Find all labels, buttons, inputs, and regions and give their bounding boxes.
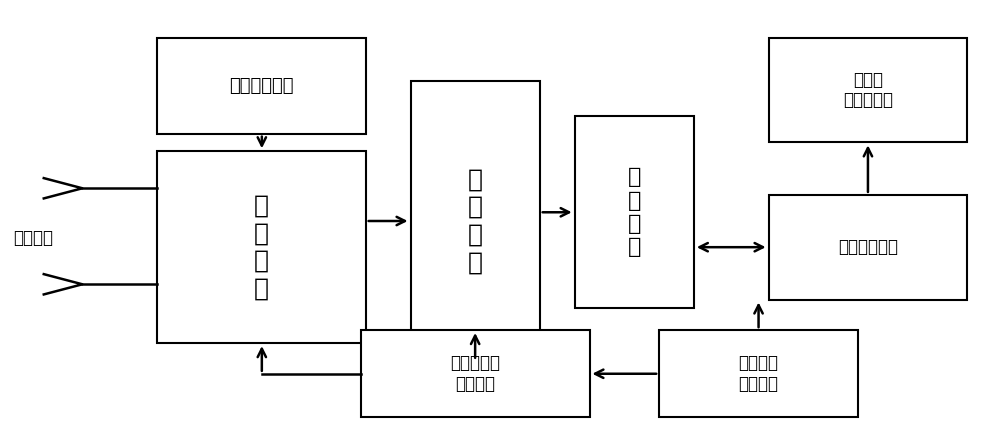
Text: 去硫化
及放电电路: 去硫化 及放电电路: [843, 71, 893, 110]
Text: 稳
流
电
路: 稳 流 电 路: [468, 168, 483, 274]
Text: 功能转换电路: 功能转换电路: [838, 238, 898, 256]
Bar: [361, 330, 590, 417]
Text: 间歇式充电
控制电路: 间歇式充电 控制电路: [450, 354, 500, 393]
Bar: [659, 330, 858, 417]
Text: 交流输入: 交流输入: [13, 229, 53, 248]
Bar: [157, 151, 366, 343]
Bar: [769, 195, 967, 300]
Bar: [769, 38, 967, 142]
Text: 开
关
电
源: 开 关 电 源: [254, 194, 269, 301]
Text: 蓄
电
池
组: 蓄 电 池 组: [628, 168, 641, 257]
Bar: [411, 81, 540, 361]
Text: 充电电压
控制电路: 充电电压 控制电路: [739, 354, 779, 393]
Bar: [157, 38, 366, 134]
Text: 变流控制电路: 变流控制电路: [229, 77, 294, 95]
Bar: [575, 116, 694, 308]
